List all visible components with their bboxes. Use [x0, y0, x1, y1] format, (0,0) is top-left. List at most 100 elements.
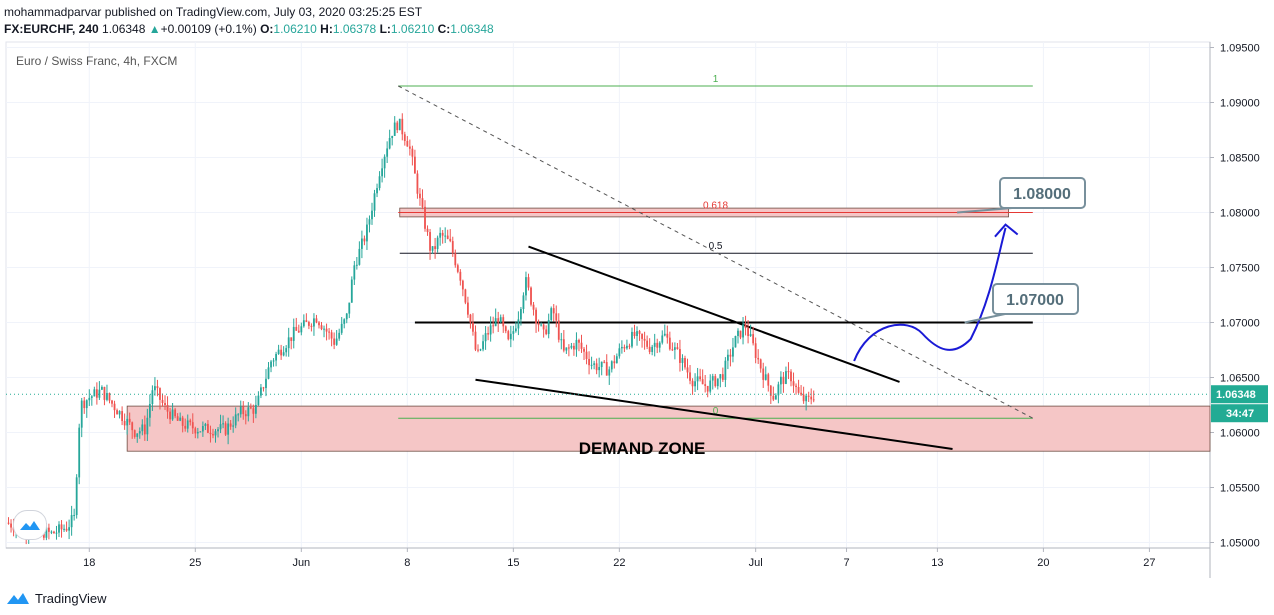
- candle-body: [666, 333, 669, 338]
- wedge-lower-line[interactable]: [475, 378, 953, 450]
- candle-body: [80, 400, 83, 428]
- candle-body: [320, 325, 323, 330]
- candle-body: [126, 418, 129, 426]
- candle-body: [310, 325, 313, 327]
- candle-body: [449, 238, 452, 242]
- time-tick-label: 27: [1143, 557, 1155, 569]
- candle-body: [371, 210, 373, 220]
- candle-body: [401, 118, 404, 135]
- callout-108-box[interactable]: [999, 177, 1086, 209]
- candle-body: [762, 368, 765, 380]
- candle-body: [108, 393, 111, 401]
- candle-body: [512, 331, 515, 334]
- candle-body: [333, 338, 336, 345]
- candle-body: [338, 332, 341, 339]
- candle-body: [272, 360, 275, 362]
- candle-body: [739, 330, 742, 338]
- candle-body: [567, 347, 570, 349]
- time-tick-label: 13: [931, 557, 943, 569]
- time-tick-label: 22: [613, 557, 625, 569]
- candle-body: [441, 232, 444, 236]
- candle-body: [754, 343, 757, 358]
- candle-body: [101, 386, 103, 390]
- candle-body: [696, 376, 699, 382]
- candle-body: [802, 394, 805, 402]
- candle-body: [479, 349, 482, 351]
- candle-body: [45, 527, 48, 538]
- candle-body: [116, 410, 118, 415]
- candle-body: [673, 347, 676, 350]
- candle-body: [265, 378, 267, 389]
- candle-body: [800, 392, 803, 395]
- candle-body: [620, 346, 623, 349]
- candle-body: [618, 348, 621, 357]
- candle-body: [53, 531, 55, 534]
- candle-body: [275, 353, 277, 361]
- candle-body: [701, 379, 704, 385]
- callout-107-box[interactable]: [992, 283, 1079, 315]
- candle-body: [171, 409, 174, 420]
- candle-body: [146, 417, 149, 435]
- wedge-upper-line[interactable]: [528, 245, 900, 383]
- candle-body: [181, 417, 184, 426]
- candle-body: [95, 389, 98, 398]
- candle-body: [689, 372, 691, 381]
- fib-level-label: 0.618: [703, 201, 728, 212]
- projection-curve[interactable]: [853, 227, 1007, 362]
- candle-body: [663, 333, 666, 336]
- candle-body: [58, 524, 60, 533]
- last-price-tag[interactable]: [1211, 385, 1268, 404]
- candle-body: [186, 420, 189, 429]
- candle-body: [661, 335, 664, 343]
- candle-body: [90, 396, 93, 398]
- candle-body: [70, 515, 73, 528]
- candle-body: [656, 342, 659, 348]
- candle-body: [159, 388, 161, 400]
- candle-body: [565, 347, 568, 351]
- candle-body: [711, 376, 714, 381]
- price-chart[interactable]: 1.05000 1.05500 1.06000 1.06500 1.07000 1.075…: [0, 0, 1274, 590]
- candle-body: [292, 326, 295, 341]
- candle-body: [169, 411, 171, 420]
- candle-body: [686, 367, 689, 373]
- candle-body: [50, 531, 53, 533]
- candle-body: [189, 420, 192, 423]
- candle-body: [522, 295, 525, 310]
- candle-body: [525, 277, 527, 296]
- tradingview-chart-logo[interactable]: [13, 510, 47, 540]
- candle-body: [494, 318, 497, 327]
- candle-body: [744, 324, 747, 329]
- candle-body: [540, 324, 543, 326]
- candle-body: [643, 338, 646, 341]
- candle-body: [411, 148, 414, 157]
- symbol-label[interactable]: FX:EURCHF, 240: [4, 22, 99, 36]
- candle-body: [386, 148, 389, 157]
- candle-body: [391, 135, 394, 139]
- callout-107-pointer: [964, 313, 1006, 324]
- candle-body: [795, 385, 797, 388]
- footer-brand[interactable]: TradingView: [35, 590, 107, 606]
- countdown-label: 34:47: [1226, 408, 1254, 420]
- candle-body: [234, 414, 237, 426]
- candle-body: [658, 342, 661, 348]
- candle-body: [227, 423, 230, 435]
- candle-body: [737, 330, 739, 337]
- candle-body: [244, 414, 247, 417]
- candle-body: [434, 246, 437, 250]
- candle-body: [638, 331, 641, 334]
- demand-zone[interactable]: [126, 405, 1211, 452]
- time-tick-label: Jun: [292, 557, 310, 569]
- candle-body: [807, 395, 810, 397]
- candle-body: [113, 403, 116, 411]
- high-value: 1.06378: [332, 22, 377, 36]
- candle-body: [60, 524, 63, 530]
- candle-body: [694, 381, 696, 387]
- candle-body: [355, 264, 358, 266]
- candle-body: [257, 395, 260, 405]
- candle-body: [600, 361, 603, 368]
- candle-body: [199, 431, 202, 433]
- candle-body: [668, 337, 671, 350]
- projection-arrow-head: [994, 223, 1019, 238]
- demand-zone-label: DEMAND ZONE: [579, 439, 706, 458]
- candle-body: [249, 407, 252, 409]
